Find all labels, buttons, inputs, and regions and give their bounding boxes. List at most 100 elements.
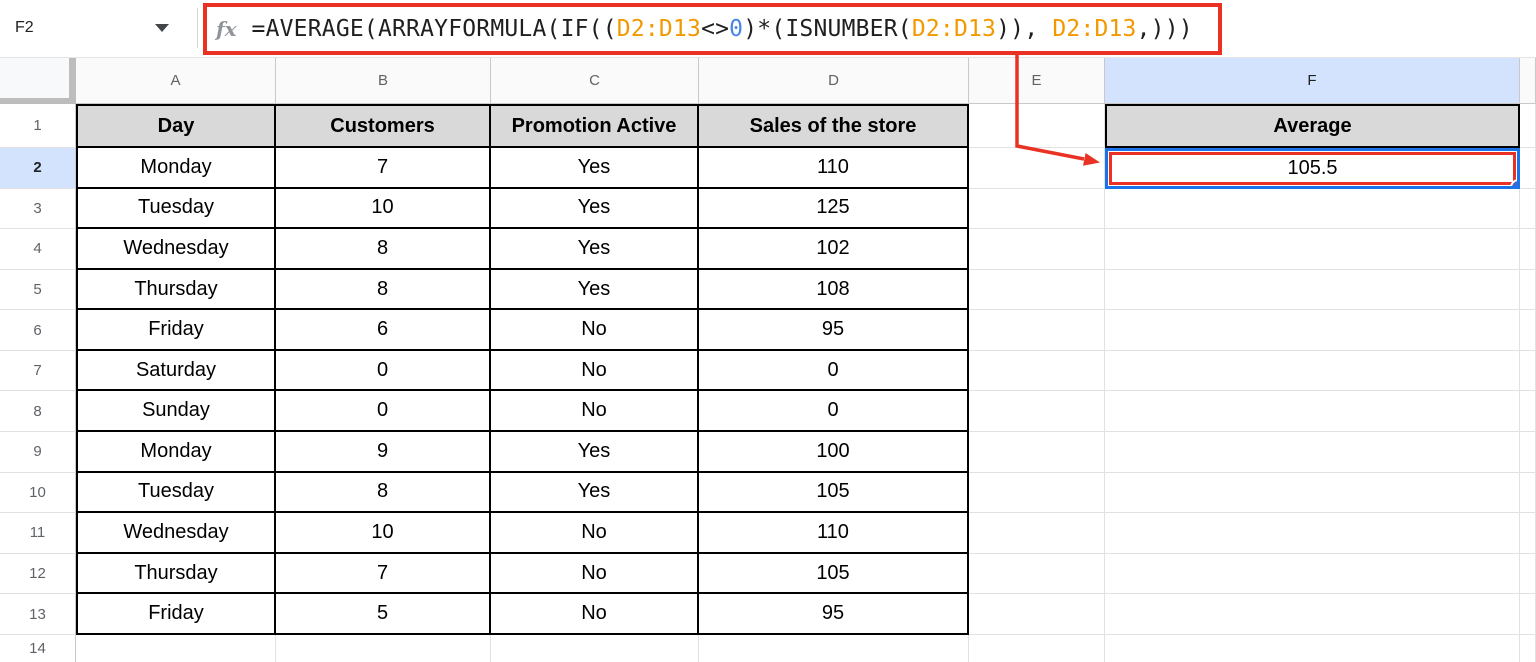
cell[interactable] — [1520, 350, 1536, 392]
cell[interactable] — [1105, 269, 1520, 311]
cell[interactable] — [969, 188, 1105, 230]
cell[interactable] — [969, 148, 1105, 189]
cell[interactable]: 105 — [699, 553, 969, 595]
cell[interactable]: 5 — [276, 594, 491, 635]
row-header-11[interactable]: 11 — [0, 513, 76, 554]
cell[interactable]: Wednesday — [76, 513, 276, 554]
cell[interactable]: 0 — [699, 350, 969, 392]
cell[interactable] — [969, 229, 1105, 270]
cell[interactable] — [1105, 229, 1520, 270]
cell[interactable]: No — [491, 350, 699, 392]
cell-customers-header[interactable]: Customers — [276, 104, 491, 148]
cell[interactable] — [1520, 188, 1536, 230]
cell-day-header[interactable]: Day — [76, 104, 276, 148]
cell[interactable] — [1105, 553, 1520, 595]
select-all-corner[interactable] — [0, 58, 76, 104]
cell[interactable] — [969, 553, 1105, 595]
row-header-9[interactable]: 9 — [0, 432, 76, 473]
row-header-3[interactable]: 3 — [0, 188, 76, 230]
row-header-13[interactable]: 13 — [0, 594, 76, 635]
cell[interactable]: Yes — [491, 269, 699, 311]
cell[interactable] — [1105, 634, 1520, 662]
cell[interactable]: Friday — [76, 594, 276, 635]
formula-input[interactable]: =AVERAGE(ARRAYFORMULA(IF((D2:D13<>0)*(IS… — [252, 16, 1193, 42]
cell[interactable]: No — [491, 594, 699, 635]
cell[interactable] — [969, 350, 1105, 392]
cell[interactable] — [1105, 188, 1520, 230]
cell[interactable]: 7 — [276, 148, 491, 189]
row-header-2-selected[interactable]: 2 — [0, 148, 76, 189]
cell-sales-header[interactable]: Sales of the store — [699, 104, 969, 148]
row-header-8[interactable]: 8 — [0, 391, 76, 433]
cell[interactable]: 0 — [699, 391, 969, 433]
cell[interactable] — [969, 634, 1105, 662]
cell[interactable]: Yes — [491, 432, 699, 473]
cell[interactable]: 8 — [276, 472, 491, 514]
cell[interactable]: 9 — [276, 432, 491, 473]
cell[interactable] — [969, 513, 1105, 554]
cell[interactable]: 10 — [276, 188, 491, 230]
cell[interactable] — [969, 432, 1105, 473]
cell[interactable] — [1520, 310, 1536, 351]
cell[interactable] — [1520, 229, 1536, 270]
cell[interactable]: Yes — [491, 472, 699, 514]
cell[interactable]: 105 — [699, 472, 969, 514]
cell[interactable] — [1520, 148, 1536, 189]
cell[interactable]: 0 — [276, 391, 491, 433]
cell[interactable]: 110 — [699, 148, 969, 189]
row-header-6[interactable]: 6 — [0, 310, 76, 351]
column-header-b[interactable]: B — [276, 58, 491, 104]
cell[interactable]: Saturday — [76, 350, 276, 392]
cell[interactable]: No — [491, 513, 699, 554]
cell[interactable] — [969, 594, 1105, 635]
cell-average-header[interactable]: Average — [1105, 104, 1520, 148]
row-header-1[interactable]: 1 — [0, 104, 76, 148]
cell[interactable] — [1105, 472, 1520, 514]
fill-handle[interactable] — [1510, 178, 1517, 186]
cell[interactable]: No — [491, 310, 699, 351]
cell[interactable] — [1520, 472, 1536, 514]
cell[interactable] — [276, 634, 491, 662]
cell[interactable] — [1520, 269, 1536, 311]
cell[interactable]: Wednesday — [76, 229, 276, 270]
row-header-7[interactable]: 7 — [0, 350, 76, 392]
cell[interactable]: 8 — [276, 269, 491, 311]
cell[interactable] — [969, 472, 1105, 514]
cell[interactable] — [1520, 513, 1536, 554]
cell[interactable]: 102 — [699, 229, 969, 270]
cell[interactable] — [969, 104, 1105, 148]
row-header-5[interactable]: 5 — [0, 269, 76, 311]
cell[interactable]: No — [491, 391, 699, 433]
cell[interactable]: Monday — [76, 432, 276, 473]
row-header-12[interactable]: 12 — [0, 553, 76, 595]
row-header-14[interactable]: 14 — [0, 634, 76, 662]
column-header-d[interactable]: D — [699, 58, 969, 104]
column-header-sliver[interactable] — [1520, 58, 1536, 104]
cell[interactable]: 108 — [699, 269, 969, 311]
cell[interactable]: Thursday — [76, 553, 276, 595]
cell[interactable]: Sunday — [76, 391, 276, 433]
cell[interactable] — [1520, 594, 1536, 635]
cell[interactable] — [969, 269, 1105, 311]
cell[interactable] — [1105, 350, 1520, 392]
cell[interactable] — [969, 310, 1105, 351]
cell[interactable]: 0 — [276, 350, 491, 392]
cell[interactable] — [1105, 513, 1520, 554]
row-header-10[interactable]: 10 — [0, 472, 76, 514]
cell[interactable]: No — [491, 553, 699, 595]
cell-promotion-header[interactable]: Promotion Active — [491, 104, 699, 148]
column-header-e[interactable]: E — [969, 58, 1105, 104]
cell[interactable] — [969, 391, 1105, 433]
row-header-4[interactable]: 4 — [0, 229, 76, 270]
cell[interactable] — [1520, 553, 1536, 595]
cell[interactable]: 110 — [699, 513, 969, 554]
cell[interactable]: Tuesday — [76, 472, 276, 514]
cell[interactable]: Thursday — [76, 269, 276, 311]
cell[interactable]: Tuesday — [76, 188, 276, 230]
cell[interactable]: Friday — [76, 310, 276, 351]
cell[interactable]: 125 — [699, 188, 969, 230]
cell[interactable] — [1105, 310, 1520, 351]
column-header-a[interactable]: A — [76, 58, 276, 104]
cell[interactable] — [1105, 432, 1520, 473]
cell[interactable] — [1105, 594, 1520, 635]
